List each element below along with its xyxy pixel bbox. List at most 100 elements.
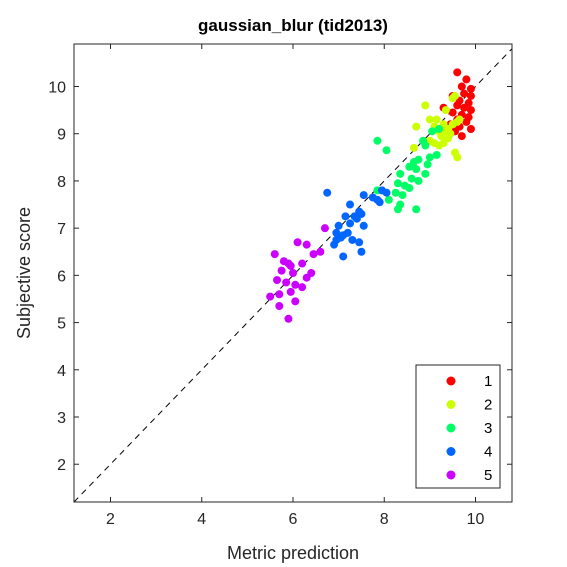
data-point-series-2 — [425, 115, 434, 124]
data-point-series-4 — [346, 200, 355, 209]
data-point-series-5 — [309, 250, 318, 259]
chart-title: gaussian_blur (tid2013) — [198, 16, 388, 35]
data-point-series-2 — [421, 101, 430, 110]
data-point-series-5 — [286, 261, 295, 270]
data-point-series-3 — [384, 195, 393, 204]
data-point-series-3 — [425, 153, 434, 162]
data-point-series-3 — [391, 188, 400, 197]
data-point-series-3 — [405, 184, 414, 193]
data-point-series-4 — [357, 247, 366, 256]
y-tick-label: 7 — [57, 221, 66, 238]
data-point-series-2 — [444, 134, 453, 143]
legend-marker — [446, 376, 456, 386]
data-point-series-4 — [343, 228, 352, 237]
data-point-series-1 — [466, 124, 475, 133]
legend-marker — [446, 470, 456, 480]
data-point-series-3 — [435, 124, 443, 133]
x-tick-label: 8 — [380, 511, 389, 528]
legend-box — [415, 364, 501, 489]
data-point-series-5 — [302, 273, 311, 282]
legend-label: 2 — [484, 397, 492, 414]
y-tick-label: 6 — [57, 268, 66, 285]
x-axis-label: Metric prediction — [227, 543, 359, 563]
data-point-series-5 — [302, 240, 311, 249]
data-point-series-2 — [450, 91, 459, 100]
y-tick-label: 3 — [57, 410, 66, 427]
data-point-series-5 — [289, 269, 297, 277]
data-point-series-2 — [412, 122, 421, 131]
y-tick-label: 2 — [57, 457, 66, 474]
data-point-series-4 — [348, 235, 357, 244]
y-axis-ticks: 2 3 4 5 6 7 8 9 10 — [48, 79, 512, 474]
data-point-series-2 — [441, 106, 450, 115]
x-tick-label: 4 — [197, 511, 206, 528]
data-point-series-1 — [460, 89, 469, 98]
data-point-series-4 — [336, 233, 345, 242]
data-point-series-5 — [286, 287, 295, 296]
data-point-series-4 — [352, 214, 361, 223]
data-point-series-3 — [423, 160, 432, 169]
data-point-series-4 — [341, 212, 350, 221]
y-tick-label: 9 — [57, 127, 66, 144]
data-point-series-5 — [273, 276, 282, 285]
data-point-series-4 — [334, 221, 343, 230]
data-point-series-3 — [405, 162, 414, 171]
data-point-series-4 — [375, 198, 384, 207]
data-point-series-5 — [316, 247, 325, 256]
legend-label: 1 — [484, 373, 492, 390]
data-point-series-3 — [421, 141, 430, 150]
data-point-series-1 — [466, 91, 475, 100]
data-point-series-3 — [396, 169, 405, 178]
legend-label: 3 — [484, 420, 492, 437]
data-point-series-5 — [320, 224, 329, 233]
data-point-series-5 — [275, 290, 284, 299]
y-tick-label: 10 — [48, 79, 66, 96]
data-point-series-2 — [432, 115, 441, 124]
data-point-series-5 — [270, 250, 279, 259]
data-point-series-1 — [466, 106, 475, 115]
legend-marker — [446, 423, 456, 433]
data-point-series-2 — [409, 143, 418, 152]
data-point-series-3 — [432, 150, 441, 159]
y-axis-label: Subjective score — [14, 207, 34, 339]
legend-label: 5 — [484, 467, 492, 484]
data-point-series-1 — [457, 132, 466, 141]
data-point-series-4 — [359, 191, 368, 200]
y-tick-label: 8 — [57, 174, 66, 191]
data-point-series-5 — [275, 302, 284, 311]
data-point-series-1 — [466, 84, 475, 93]
data-point-series-1 — [462, 117, 471, 126]
x-tick-label: 6 — [289, 511, 298, 528]
plot-area — [74, 48, 512, 502]
x-tick-label: 2 — [106, 511, 115, 528]
data-point-series-3 — [407, 174, 416, 183]
data-point-series-4 — [330, 240, 339, 249]
data-point-series-4 — [346, 219, 355, 228]
x-tick-label: 10 — [467, 511, 485, 528]
data-point-series-4 — [359, 221, 368, 230]
data-point-series-3 — [414, 155, 423, 164]
legend: 1 2 3 4 5 — [415, 364, 501, 489]
data-point-series-5 — [284, 314, 293, 323]
data-point-series-5 — [282, 278, 291, 287]
data-point-series-3 — [393, 179, 402, 188]
y-tick-label: 4 — [57, 363, 66, 380]
data-point-series-2 — [455, 115, 464, 124]
data-point-series-1 — [460, 103, 469, 112]
data-point-series-5 — [266, 292, 275, 301]
legend-marker — [446, 400, 456, 409]
data-point-series-3 — [428, 127, 437, 136]
data-point-series-4 — [355, 238, 364, 247]
data-point-series-1 — [448, 108, 457, 117]
data-point-series-1 — [453, 68, 462, 77]
legend-label: 4 — [484, 444, 492, 461]
data-point-series-4 — [323, 188, 332, 197]
data-point-series-3 — [421, 169, 430, 178]
data-points — [266, 68, 475, 323]
legend-marker — [446, 447, 456, 456]
data-point-series-5 — [298, 283, 307, 292]
y-tick-label: 5 — [57, 316, 66, 333]
data-point-series-5 — [291, 297, 300, 306]
data-point-series-5 — [293, 238, 302, 247]
